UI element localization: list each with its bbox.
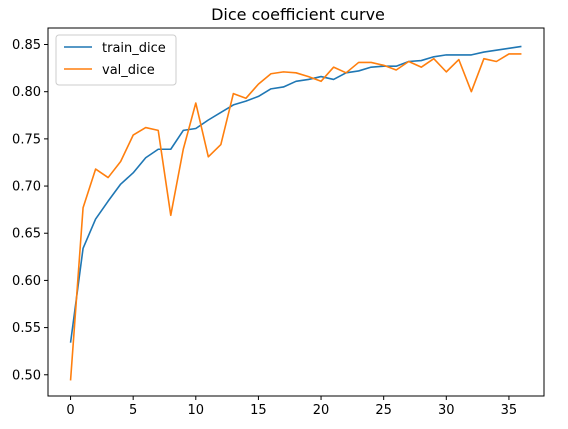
legend: train_dice val_dice (55, 34, 177, 86)
plot-frame (47, 27, 545, 397)
y-axis: 0.50 0.55 0.60 0.65 0.70 0.75 0.80 0.85 (12, 38, 48, 383)
y-tick-label: 0.70 (12, 180, 41, 195)
x-axis: 0 5 10 15 20 25 30 35 (66, 396, 517, 418)
x-tick-label: 20 (313, 403, 330, 418)
x-tick-label: 25 (375, 403, 392, 418)
x-tick-label: 30 (438, 403, 455, 418)
chart-title: Dice coefficient curve (211, 5, 385, 24)
y-tick-label: 0.85 (12, 38, 41, 53)
y-tick-label: 0.80 (12, 85, 41, 100)
x-tick-label: 10 (188, 403, 205, 418)
series-line-train-dice (69, 45, 522, 343)
y-tick-label: 0.60 (12, 274, 41, 289)
x-tick-label: 5 (129, 403, 137, 418)
x-tick-label: 15 (250, 403, 267, 418)
y-tick-label: 0.55 (12, 321, 41, 336)
series-line-val-dice (69, 53, 522, 381)
y-tick-label: 0.75 (12, 132, 41, 147)
plot-area (47, 27, 545, 397)
x-tick-label: 0 (66, 403, 74, 418)
legend-label-val-dice: val_dice (102, 63, 155, 78)
x-tick-label: 35 (501, 403, 518, 418)
legend-label-train-dice: train_dice (102, 41, 166, 56)
series-layer (69, 45, 522, 381)
y-tick-label: 0.65 (12, 227, 41, 242)
y-tick-label: 0.50 (12, 368, 41, 383)
